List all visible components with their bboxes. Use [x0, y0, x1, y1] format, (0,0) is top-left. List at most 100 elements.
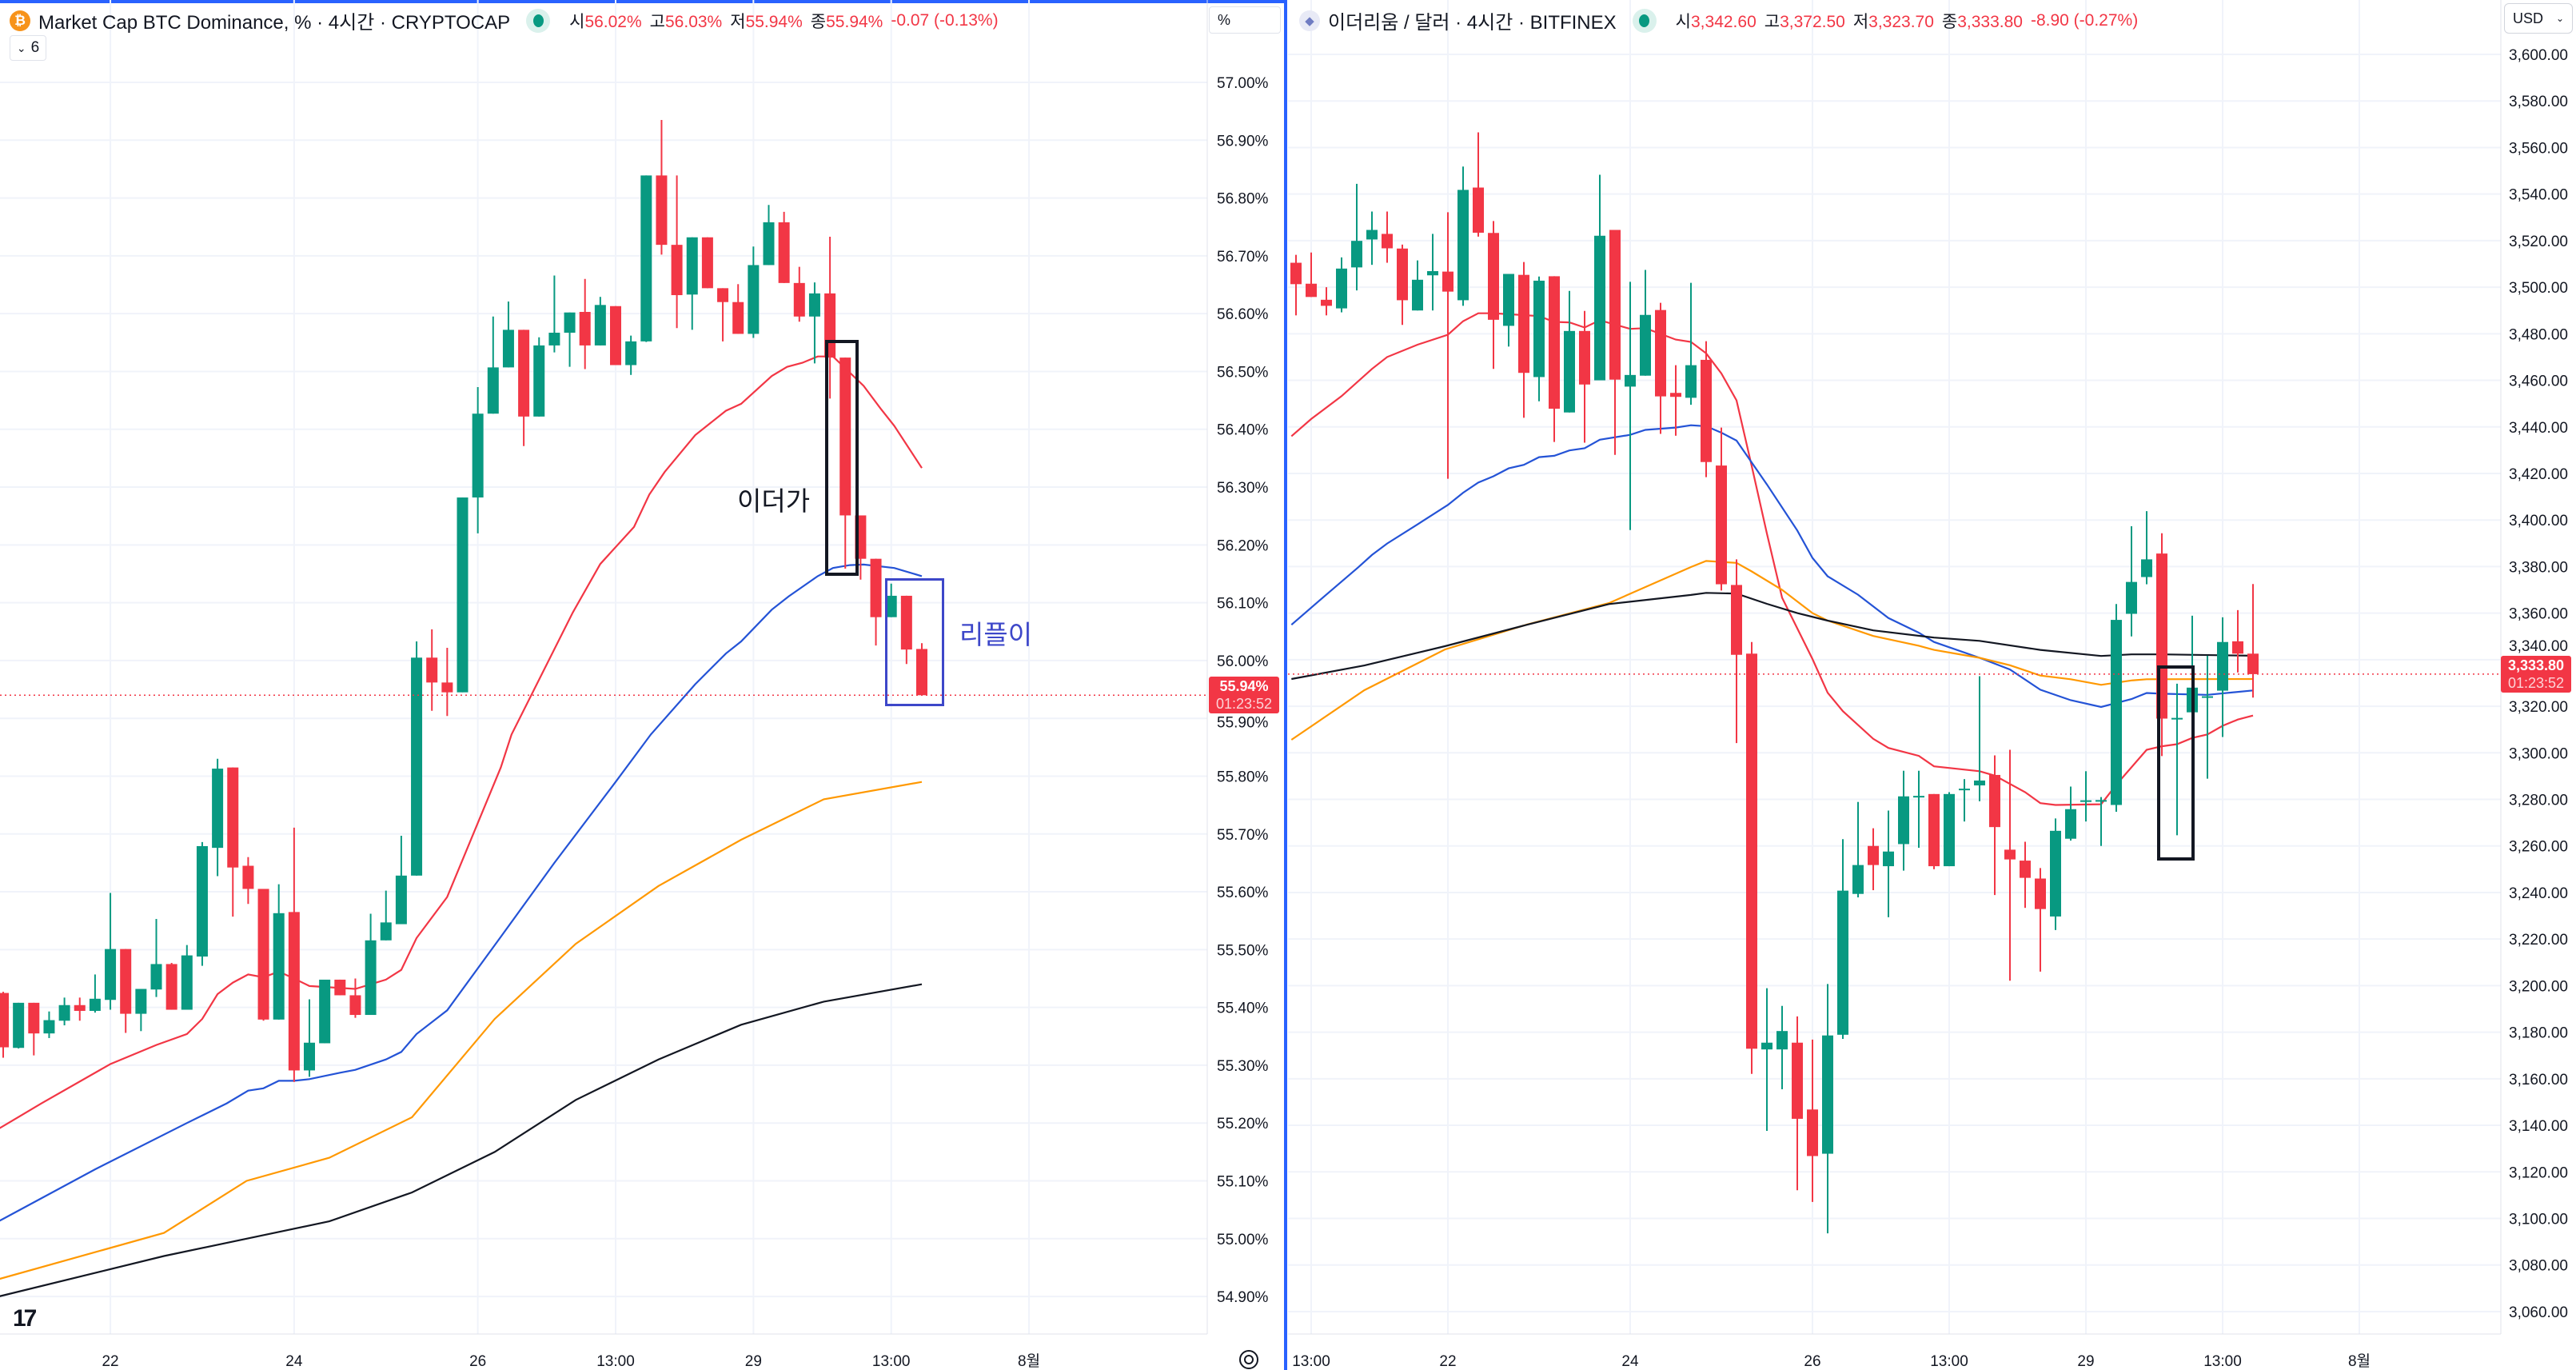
btc-dominance-chart[interactable]: 57.00% 56.90% 56.80% 56.70% 56.60% 56.50% 56.4… [0, 0, 1286, 1370]
indicators-collapse-button[interactable]: ⌄ 6 [10, 35, 46, 61]
candle-up[interactable] [1913, 770, 1924, 849]
candle-down[interactable] [1549, 276, 1560, 442]
candle-up[interactable] [1594, 174, 1605, 381]
candle-down[interactable] [2004, 749, 2016, 981]
candle-up[interactable] [1776, 1005, 1788, 1089]
eth-annotation-rectangle[interactable] [2157, 665, 2195, 861]
candle-down[interactable] [717, 288, 729, 342]
candle-down[interactable] [1290, 254, 1302, 316]
candle-down[interactable] [120, 949, 132, 1033]
candle-down[interactable] [28, 1002, 40, 1056]
candle-down[interactable] [671, 175, 683, 329]
candle-up[interactable] [1883, 810, 1894, 917]
candle-up[interactable] [686, 237, 698, 330]
eth-usd-chart[interactable]: 3,600.00 3,580.00 3,560.00 3,540.00 3,520.00… [1288, 0, 2576, 1370]
candle-down[interactable] [2035, 868, 2046, 972]
candle-up[interactable] [1366, 211, 1378, 266]
candle-up[interactable] [1533, 276, 1545, 401]
candle-down[interactable] [1609, 230, 1621, 455]
candle-down[interactable] [1731, 559, 1742, 744]
candle-up[interactable] [1336, 257, 1347, 313]
candle-down[interactable] [656, 119, 668, 255]
currency-dropdown[interactable]: USD ⌄ [2504, 3, 2573, 34]
candle-down[interactable] [900, 595, 912, 665]
pane-divider[interactable] [1284, 0, 1287, 1370]
candle-up[interactable] [2141, 511, 2152, 585]
candle-up[interactable] [1944, 792, 1955, 867]
candle-up[interactable] [457, 497, 469, 693]
candle-up[interactable] [1837, 839, 1848, 1040]
candle-up[interactable] [319, 979, 331, 1044]
candle-down[interactable] [1321, 287, 1332, 316]
eth-annotation-rectangle[interactable] [825, 340, 859, 576]
candle-down[interactable] [1701, 341, 1712, 477]
candle-down[interactable] [1579, 310, 1590, 443]
candle-down[interactable] [288, 827, 300, 1082]
btc-dominance-chart-pane[interactable]: 57.00% 56.90% 56.80% 56.70% 56.60% 56.50% 56.4… [0, 0, 1286, 1370]
candle-up[interactable] [273, 884, 285, 1020]
candle-down[interactable] [778, 211, 790, 283]
candle-up[interactable] [89, 974, 101, 1013]
candle-up[interactable] [181, 945, 193, 1010]
eth-annotation-text[interactable]: 이더가 [737, 486, 811, 516]
candle-up[interactable] [640, 175, 652, 342]
candle-down[interactable] [1746, 641, 1757, 1074]
right-symbol-title[interactable]: 이더리움 / 달러 · 4시간 · BITFINEX [1328, 12, 1617, 34]
market-status-icon[interactable] [526, 8, 551, 33]
candle-up[interactable] [1898, 770, 1909, 871]
candle-up[interactable] [411, 641, 423, 876]
candle-up[interactable] [196, 841, 208, 966]
eth-usd-chart-pane[interactable]: 3,600.00 3,580.00 3,560.00 3,540.00 3,520.00… [1288, 0, 2576, 1370]
candle-down[interactable] [1442, 212, 1453, 479]
candle-up[interactable] [304, 999, 315, 1077]
candle-up[interactable] [487, 316, 499, 414]
candle-down[interactable] [1655, 302, 1666, 434]
candle-up[interactable] [2202, 655, 2213, 779]
candle-up[interactable] [212, 758, 224, 877]
candle-up[interactable] [1351, 183, 1362, 291]
candle-down[interactable] [0, 992, 9, 1058]
candle-up[interactable] [808, 282, 820, 364]
candle-up[interactable] [43, 1011, 55, 1038]
candle-down[interactable] [426, 629, 438, 711]
candle-up[interactable] [150, 919, 162, 997]
candle-down[interactable] [1306, 252, 1317, 298]
candle-up[interactable] [763, 205, 775, 266]
candle-down[interactable] [732, 284, 744, 334]
candle-up[interactable] [1625, 282, 1636, 530]
candle-up[interactable] [1974, 676, 1985, 801]
settings-gear-icon[interactable] [1239, 1350, 1258, 1369]
candle-up[interactable] [58, 997, 70, 1026]
candle-up[interactable] [2095, 797, 2107, 846]
candle-down[interactable] [441, 647, 453, 717]
candle-up[interactable] [625, 335, 637, 375]
candle-up[interactable] [13, 1002, 25, 1048]
candle-up[interactable] [365, 913, 377, 1016]
candle-down[interactable] [242, 857, 254, 905]
candle-up[interactable] [885, 583, 897, 617]
candle-up[interactable] [1852, 801, 1864, 898]
candle-down[interactable] [1989, 755, 2000, 896]
candle-up[interactable] [2050, 818, 2061, 930]
candle-down[interactable] [349, 978, 361, 1018]
candle-down[interactable] [701, 237, 713, 289]
candle-up[interactable] [1427, 234, 1438, 311]
candle-up[interactable] [1457, 166, 1469, 306]
candle-down[interactable] [518, 330, 530, 446]
candle-down[interactable] [74, 997, 86, 1021]
candle-down[interactable] [334, 979, 346, 996]
candle-down[interactable] [257, 889, 269, 1021]
candle-down[interactable] [2020, 841, 2031, 909]
candle-up[interactable] [105, 893, 117, 1010]
candle-down[interactable] [870, 558, 882, 646]
candle-up[interactable] [1761, 988, 1772, 1132]
candle-up[interactable] [1685, 282, 1697, 405]
xrp-annotation-rectangle[interactable] [885, 578, 944, 706]
candle-down[interactable] [793, 266, 805, 322]
candle-up[interactable] [2171, 683, 2183, 836]
candle-up[interactable] [2111, 604, 2122, 812]
candle-down[interactable] [839, 357, 851, 569]
candle-down[interactable] [1670, 365, 1681, 436]
candle-up[interactable] [594, 297, 606, 345]
candle-down[interactable] [2247, 584, 2259, 698]
